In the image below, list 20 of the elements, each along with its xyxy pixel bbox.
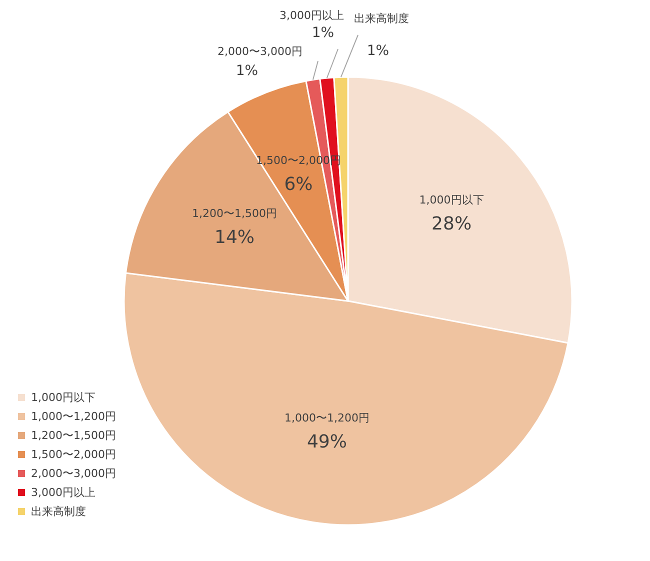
- data-label: 1%: [366, 43, 390, 59]
- data-label: 49%: [306, 432, 347, 453]
- slice-label: 1,000円以下: [419, 193, 484, 206]
- legend-label: 1,000円以下: [31, 390, 96, 405]
- slice-label: 出来高制度: [354, 12, 409, 25]
- legend-label: 出来高制度: [31, 504, 86, 519]
- data-label: 14%: [214, 226, 255, 248]
- slice-label: 1,200〜1,500円: [192, 206, 278, 220]
- data-label: 1%: [236, 63, 258, 79]
- data-label: 6%: [284, 174, 313, 196]
- data-label: 1%: [312, 25, 334, 41]
- data-label: 28%: [432, 213, 472, 234]
- legend-label: 1,500〜2,000円: [31, 447, 116, 462]
- slice-label: 2,000〜3,000円: [218, 45, 302, 58]
- slice-label: 1,000〜1,200円: [284, 412, 370, 425]
- legend-label: 1,000〜1,200円: [31, 409, 116, 424]
- legend-label: 2,000〜3,000円: [31, 466, 116, 481]
- legend-label: 3,000円以上: [31, 485, 96, 500]
- legend-label: 1,200〜1,500円: [31, 428, 116, 443]
- slice-label: 3,000円以上: [280, 9, 344, 22]
